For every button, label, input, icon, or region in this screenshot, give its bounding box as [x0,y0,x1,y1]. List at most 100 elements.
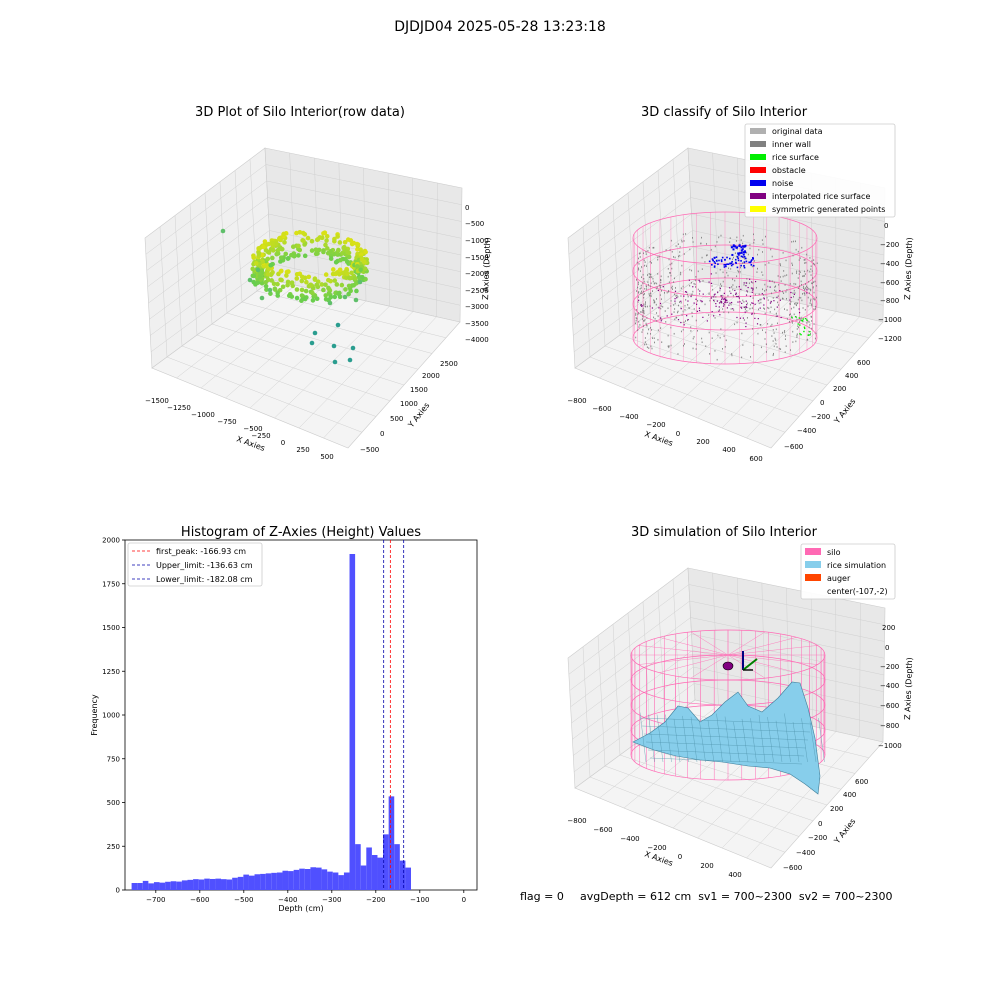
inner-wall-point [784,351,786,353]
inner-wall-point [649,260,651,263]
inner-wall-point [683,253,685,255]
inner-wall-point [804,292,806,295]
interpolated-point [666,315,668,317]
inner-wall-point [795,340,797,343]
inner-wall-point [722,294,724,297]
inner-wall-point [674,308,676,310]
grid-line [657,170,666,303]
interpolated-point [754,303,756,305]
raw-x-ticks: −1500 −1250 −1000 −750 −500 −250 0 250 5… [145,397,334,461]
z-tick: −1500 [465,254,489,262]
inner-wall-point [775,290,777,293]
grid-line [657,590,666,723]
inner-wall-point [637,313,639,316]
inner-wall-point [784,338,786,341]
inner-wall-point [762,243,764,245]
inner-wall-point [636,261,638,264]
raw-grid [145,152,462,439]
inner-wall-point [755,286,757,289]
inner-wall-point [747,291,748,293]
inner-wall-point [670,344,672,347]
interpolated-point [746,306,748,309]
grid-line [249,300,367,409]
inner-wall-point [802,307,804,309]
interpolated-point [674,290,677,292]
inner-wall-point [771,255,773,258]
inner-wall-point [780,348,782,350]
inner-wall-point [645,251,647,253]
raw-point [268,262,273,268]
grid-line [679,290,870,338]
raw-point [324,233,330,239]
inner-wall-point [715,272,717,274]
inner-wall-point [676,316,678,319]
inner-wall-point [668,346,670,349]
legend-swatch-original [750,128,766,134]
x-tick-label: −400 [278,896,297,904]
inner-wall-point [785,259,787,262]
raw-point [343,287,348,292]
inner-wall-point [714,350,716,352]
inner-wall-point [733,309,735,311]
interpolated-point [719,287,721,290]
simulation-y-label: Y Axies [832,817,858,846]
inner-wall-point [811,320,813,322]
noise-point [723,266,726,268]
x-tick: −600 [592,405,611,413]
grid-line [691,633,885,676]
interpolated-point [698,309,701,312]
y-tick-label: 2000 [102,537,120,545]
legend-label: noise [772,179,793,188]
interpolated-point [779,290,781,292]
simulation-y-ticks: −600 −400 −200 0 200 400 600 [783,778,868,872]
inner-wall-point [725,339,727,342]
inner-wall-point [764,338,766,340]
histogram-x-ticks: −700 −600 −500 −400 −300 −200 −100 0 [146,890,466,904]
inner-wall-point [648,284,649,286]
inner-wall-point [770,325,772,327]
interpolated-point [710,297,712,299]
interpolated-point [695,298,697,300]
inner-wall-point [746,302,748,305]
inner-wall-point [684,304,686,307]
inner-wall-point [642,282,644,284]
interpolated-point [790,291,792,294]
inner-wall-point [638,267,640,270]
inner-wall-point [741,356,743,359]
interpolated-point [662,286,664,288]
interpolated-point [698,307,700,309]
rice-mesh-line [716,713,723,763]
interpolated-point [806,289,808,291]
inner-wall-point [693,282,695,285]
inner-wall-point [637,283,639,286]
inner-wall-point [800,296,802,299]
raw-point [251,255,257,260]
inner-wall-point [643,290,645,293]
panel-raw-data: 3D Plot of Silo Interior(row data) −1500… [144,105,492,461]
inner-wall-point [800,318,802,320]
histogram-bar [405,867,411,890]
inner-wall-point [648,272,650,275]
inner-wall-point [637,268,639,271]
inner-wall-point [738,271,740,273]
raw-point [310,290,315,296]
interpolated-point [724,301,726,303]
inner-wall-point [803,275,805,277]
inner-wall-point [689,284,691,287]
y-tick: 0 [820,399,824,407]
noise-point [708,260,711,263]
inner-wall-point [677,295,679,298]
inner-wall-point [688,307,690,310]
interpolated-point [720,295,723,297]
rice-mesh-line [645,741,807,749]
inner-wall-point [742,242,744,245]
histogram-bar [282,870,289,890]
rice-mesh-line [801,718,808,763]
inner-wall-point [648,328,650,331]
inner-wall-point [650,345,652,348]
raw-point [350,345,356,351]
interpolated-point [757,300,760,302]
silo-radial [638,654,729,665]
interpolated-point [690,295,692,298]
rice-surface-point [799,333,801,335]
